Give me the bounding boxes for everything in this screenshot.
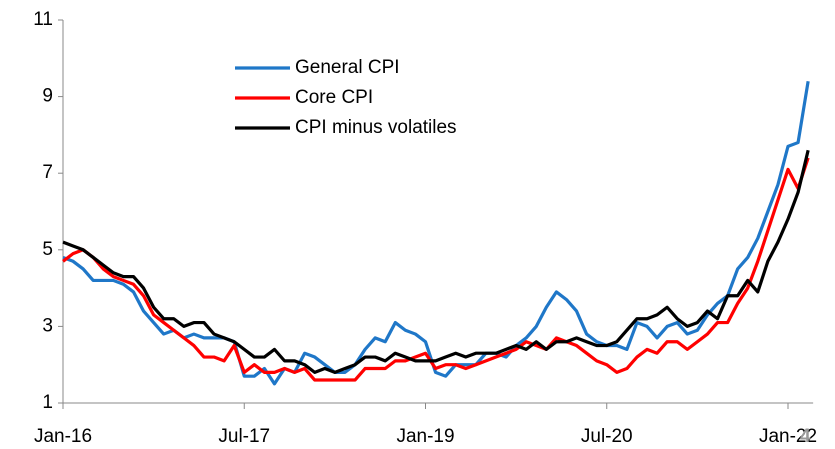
legend-label: Core CPI [295,87,373,108]
y-tick-label: 5 [42,239,53,260]
y-tick-label: 1 [42,392,53,413]
x-tick-label: Jul-17 [218,426,270,447]
y-tick-label: 3 [42,315,53,336]
x-tick-label: Jan-16 [34,426,92,447]
series-line [62,81,810,386]
x-tick-label: Jan-22 [759,426,817,447]
series-line [62,149,810,374]
y-tick-label: 9 [42,86,53,107]
series-line [62,157,810,382]
page-number: 4 [800,426,811,447]
x-tick-label: Jul-20 [581,426,633,447]
y-tick-label: 11 [33,9,53,30]
x-tick-label: Jan-19 [396,426,454,447]
legend-label: General CPI [295,57,400,78]
legend-label: CPI minus volatiles [295,117,457,138]
y-tick-label: 7 [42,162,53,183]
